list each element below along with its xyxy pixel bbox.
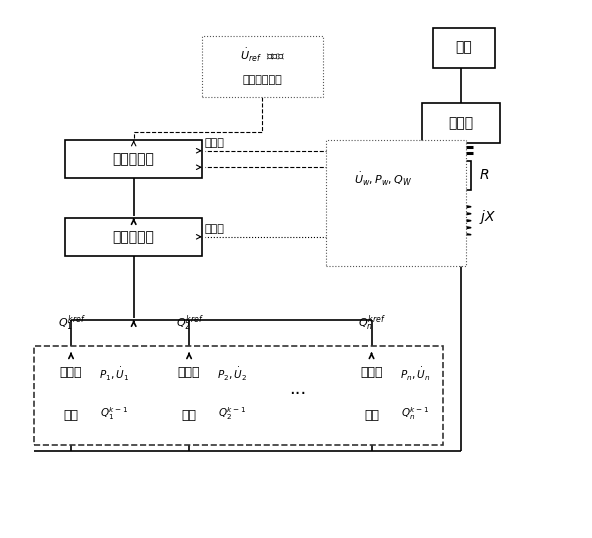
Text: 变电站: 变电站 — [449, 116, 474, 130]
Text: ···: ··· — [289, 385, 306, 403]
Text: 检测量: 检测量 — [205, 138, 224, 148]
Text: $\dot{U}_w, P_w, Q_W$: $\dot{U}_w, P_w, Q_W$ — [354, 171, 413, 188]
Text: $jX$: $jX$ — [479, 208, 496, 226]
FancyBboxPatch shape — [65, 218, 202, 256]
Text: $P_1,\dot{U}_1$: $P_1,\dot{U}_1$ — [99, 366, 130, 383]
Text: $R$: $R$ — [479, 168, 489, 182]
Text: $\dot{U}_{ref}$  参考值: $\dot{U}_{ref}$ 参考值 — [240, 47, 285, 65]
FancyBboxPatch shape — [326, 140, 466, 266]
FancyBboxPatch shape — [342, 350, 436, 438]
FancyBboxPatch shape — [215, 352, 249, 435]
Text: 电网: 电网 — [455, 41, 472, 55]
Text: $Q_1^{kref}$: $Q_1^{kref}$ — [57, 314, 85, 334]
Text: 箱变: 箱变 — [63, 409, 79, 422]
Text: 箱变: 箱变 — [182, 409, 197, 422]
Text: 无功分配层: 无功分配层 — [112, 230, 155, 244]
Text: $Q_1^{k-1}$: $Q_1^{k-1}$ — [100, 405, 128, 422]
FancyBboxPatch shape — [202, 36, 323, 97]
Text: 箱变: 箱变 — [364, 409, 379, 422]
FancyBboxPatch shape — [162, 352, 216, 392]
FancyBboxPatch shape — [41, 350, 135, 438]
Text: 无功整定层: 无功整定层 — [112, 152, 155, 166]
Text: $P_2,\dot{U}_2$: $P_2,\dot{U}_2$ — [217, 366, 247, 383]
FancyBboxPatch shape — [162, 395, 216, 435]
Text: $P_n,\dot{U}_n$: $P_n,\dot{U}_n$ — [400, 366, 430, 383]
Text: $Q_n^{k-1}$: $Q_n^{k-1}$ — [401, 405, 429, 422]
FancyBboxPatch shape — [44, 352, 98, 392]
Text: 检测量: 检测量 — [205, 224, 224, 234]
FancyBboxPatch shape — [65, 140, 202, 178]
FancyBboxPatch shape — [451, 161, 471, 190]
Text: $Q_n^{kref}$: $Q_n^{kref}$ — [358, 314, 386, 334]
FancyBboxPatch shape — [44, 395, 98, 435]
Text: 控制器: 控制器 — [361, 366, 383, 379]
Text: 控制器: 控制器 — [60, 366, 82, 379]
FancyBboxPatch shape — [433, 27, 494, 68]
FancyBboxPatch shape — [98, 352, 131, 435]
FancyBboxPatch shape — [34, 346, 443, 445]
Text: 控制器: 控制器 — [178, 366, 200, 379]
FancyBboxPatch shape — [159, 350, 253, 438]
FancyBboxPatch shape — [422, 103, 500, 143]
FancyBboxPatch shape — [345, 395, 399, 435]
Text: $Q_2^{kref}$: $Q_2^{kref}$ — [176, 314, 204, 334]
Text: $Q_2^{k-1}$: $Q_2^{k-1}$ — [218, 405, 246, 422]
FancyBboxPatch shape — [331, 159, 436, 199]
FancyBboxPatch shape — [398, 352, 432, 435]
FancyBboxPatch shape — [345, 352, 399, 392]
Text: （调度中心）: （调度中心） — [243, 75, 282, 85]
